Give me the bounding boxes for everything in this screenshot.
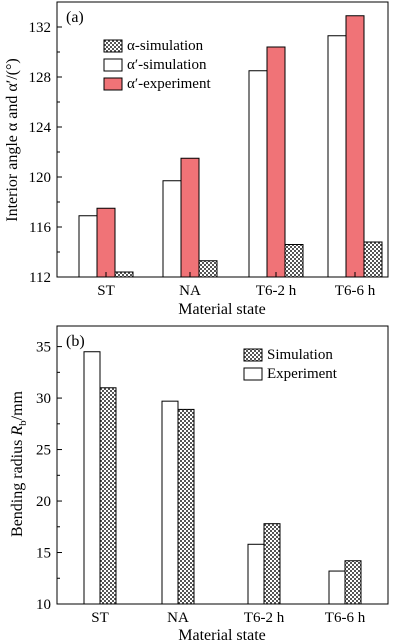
legend: α-simulation α′-simulation α′-experiment: [103, 38, 211, 92]
bar: [328, 570, 346, 605]
y-tick-label: 35: [36, 340, 51, 356]
panel-label: (b): [66, 333, 85, 350]
y-tick-label: 25: [36, 443, 51, 459]
bar: [284, 244, 304, 278]
x-tick-label: T6-2 h: [244, 610, 285, 626]
bar: [99, 387, 117, 605]
y-tick-label: 116: [29, 220, 51, 236]
y-tick-label: 20: [36, 494, 51, 510]
bar: [114, 271, 134, 278]
legend-swatch: [243, 367, 263, 381]
x-tick-label: T6-6 h: [335, 283, 376, 299]
bar: [180, 157, 200, 278]
x-tick-label: T6-2 h: [256, 283, 297, 299]
x-tick-label: ST: [91, 610, 109, 626]
y-axis-label: Interior angle α and α′/(°): [4, 58, 21, 222]
panel-label: (a): [66, 9, 84, 26]
x-tick-label: T6-6 h: [325, 610, 366, 626]
legend-label: α′-simulation: [127, 57, 207, 73]
y-axis: 112 116 120 124 128 132: [29, 20, 62, 286]
bar: [161, 400, 179, 605]
legend-swatch: [103, 39, 123, 53]
bar: [83, 351, 101, 605]
plot-frame: [56, 325, 389, 605]
y-axis-label: Bending radius Rb/mm: [9, 390, 29, 537]
x-axis: ST NA T6-2 h T6-6 h: [91, 599, 366, 626]
bar: [198, 260, 218, 278]
legend: Simulation Experiment: [243, 347, 338, 382]
legend-swatch: [103, 77, 123, 91]
chart-panel-b: (b) Simulation Experiment 10 15 20 25 30 35 ST…: [9, 325, 389, 644]
bar: [344, 560, 362, 605]
y-axis: 10 15 20 25 30 35: [36, 340, 62, 613]
legend-label: α-simulation: [127, 38, 204, 54]
bar: [263, 523, 281, 605]
bars: [83, 351, 362, 605]
legend-swatch: [103, 58, 123, 72]
legend-label: Experiment: [267, 366, 338, 382]
x-axis-label: Material state: [178, 627, 266, 644]
y-tick-label: 128: [29, 70, 52, 86]
bar: [266, 46, 286, 278]
y-tick-label: 132: [29, 20, 52, 36]
bars: [78, 15, 383, 278]
y-tick-label: 112: [29, 270, 51, 286]
bar: [78, 215, 98, 278]
legend-swatch: [243, 348, 263, 362]
y-tick-label: 15: [36, 546, 51, 562]
bar: [177, 408, 195, 605]
x-axis: ST NA T6-2 h T6-6 h: [97, 272, 376, 299]
bar: [247, 543, 265, 605]
plot-frame: [56, 1, 389, 278]
bar: [363, 241, 383, 278]
x-tick-label: NA: [179, 283, 201, 299]
bar: [96, 207, 116, 278]
y-tick-label: 10: [36, 597, 51, 613]
y-tick-label: 30: [36, 391, 51, 407]
bar: [248, 70, 268, 278]
y-tick-label: 124: [29, 120, 52, 136]
legend-label: α′-experiment: [127, 76, 211, 92]
bar: [162, 180, 182, 278]
legend-label: Simulation: [267, 347, 333, 363]
y-tick-label: 120: [29, 170, 52, 186]
x-tick-label: NA: [167, 610, 189, 626]
chart-panel-a: (a) α-simulation α′-simulation α′-experime…: [4, 1, 389, 318]
bar: [345, 15, 365, 278]
x-axis-label: Material state: [178, 301, 266, 318]
bar: [327, 35, 347, 278]
x-tick-label: ST: [97, 283, 115, 299]
